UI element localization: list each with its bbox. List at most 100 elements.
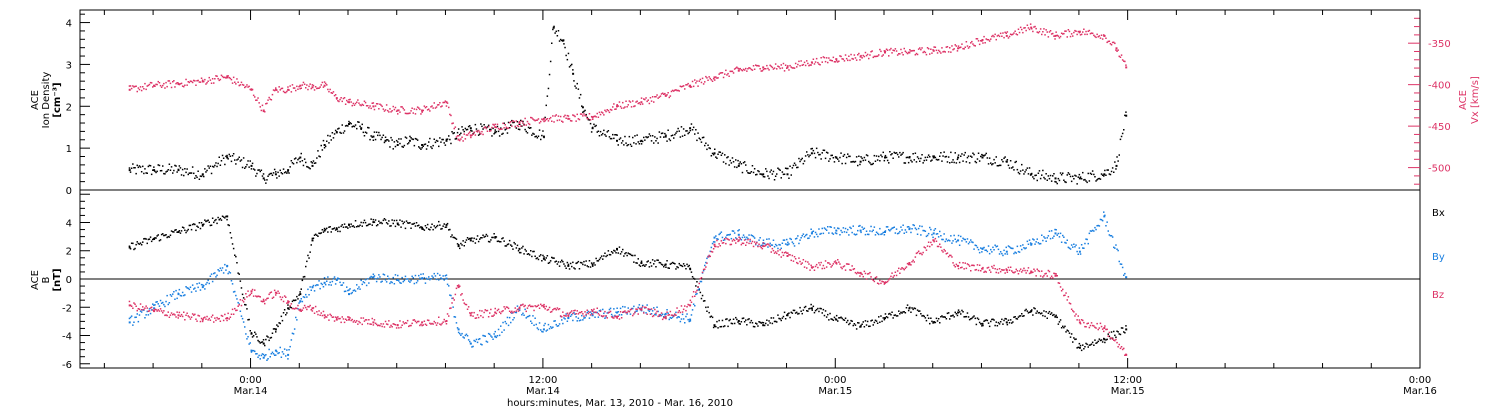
ion-density-series-point (456, 131, 459, 134)
ion-density-series-point (974, 160, 976, 163)
ion-density-series-point (627, 144, 629, 146)
bz-series-point (480, 315, 482, 317)
bx-series-point (218, 219, 220, 221)
ion-density-series-point (421, 146, 423, 149)
ion-density-series-point (941, 160, 943, 162)
ion-density-series-point (724, 154, 726, 156)
velocity-series-point (237, 81, 239, 83)
ion-density-series-point (186, 168, 188, 170)
by-series-point (1100, 219, 1103, 221)
bx-series-point (430, 226, 432, 229)
ion-density-series-point (596, 131, 598, 133)
bx-series-point (147, 238, 150, 241)
bx-series-point (1007, 319, 1010, 321)
velocity-series-point (618, 101, 621, 103)
by-series-point (824, 228, 827, 230)
bz-series-point (201, 318, 204, 321)
velocity-series-point (372, 105, 375, 108)
velocity-series-point (595, 116, 597, 118)
bz-series-point (976, 264, 979, 266)
bx-series-point (372, 221, 375, 224)
bx-series-point (328, 226, 330, 228)
ion-density-series-point (685, 130, 687, 132)
by-series-point (429, 278, 431, 281)
ion-density-series-point (361, 123, 363, 126)
ion-density-series-point (385, 139, 388, 141)
by-series-point (1018, 251, 1021, 253)
velocity-series-point (211, 78, 214, 80)
by-series-point (145, 314, 147, 316)
bz-series-point (1042, 276, 1044, 278)
velocity-series-point (707, 79, 709, 81)
bx-series-point (983, 320, 985, 322)
ion-density-series-point (146, 172, 148, 174)
ion-density-series-point (772, 170, 775, 173)
by-series-point (254, 350, 256, 353)
by-series-point (1009, 247, 1012, 249)
by-series-point (937, 236, 940, 238)
bx-series-point (603, 255, 605, 257)
velocity-series-point (445, 101, 448, 104)
ion-density-series-point (815, 147, 818, 150)
bx-series-point (1107, 333, 1109, 335)
ion-density-series-point (813, 152, 816, 155)
bz-series-point (227, 312, 229, 315)
velocity-series-point (647, 99, 649, 101)
bx-series-point (249, 330, 251, 332)
velocity-series-point (657, 97, 659, 99)
ion-density-series-point (894, 152, 897, 154)
ion-density-series-point (865, 154, 868, 156)
velocity-series-point (835, 58, 838, 61)
bz-series-point (473, 311, 475, 314)
velocity-series-point (169, 82, 172, 85)
velocity-series-point (859, 59, 861, 61)
by-series-point (781, 242, 784, 244)
bx-series-point (1120, 327, 1123, 329)
ion-density-series-point (832, 157, 835, 159)
velocity-series-point (880, 50, 882, 53)
by-series-point (232, 291, 235, 293)
bz-series-point (1123, 347, 1125, 350)
velocity-series-point (822, 56, 825, 58)
bx-series-point (992, 318, 994, 320)
by-series-point (663, 316, 665, 318)
velocity-series-point (1050, 33, 1053, 35)
ion-density-series-point (773, 179, 776, 181)
bz-series-point (255, 295, 257, 297)
bx-series-point (199, 227, 202, 230)
by-series-point (147, 314, 150, 316)
bz-series-point (261, 300, 264, 303)
ion-density-series-point (1018, 173, 1021, 175)
velocity-series-point (981, 39, 984, 41)
bz-series-point (134, 303, 136, 305)
velocity-series-point (348, 99, 350, 101)
ion-density-series-point (720, 154, 723, 156)
velocity-series-point (1072, 35, 1074, 37)
bx-series-point (641, 264, 644, 267)
velocity-series-point (204, 78, 206, 81)
bx-series-point (970, 318, 972, 320)
by-series-point (273, 354, 276, 356)
velocity-series-point (899, 53, 901, 55)
by-series-point (296, 319, 298, 321)
by-series-point (864, 233, 867, 236)
velocity-series-point (396, 109, 399, 112)
velocity-series-point (462, 140, 464, 142)
bx-series-point (500, 241, 502, 243)
ion-density-series-point (424, 143, 427, 145)
bz-series-point (847, 263, 849, 265)
by-series-point (596, 311, 598, 314)
ion-density-series-point (680, 126, 683, 128)
bx-series-point (783, 311, 786, 314)
velocity-series-point (767, 67, 769, 70)
ion-density-series-point (337, 128, 339, 130)
bz-series-point (971, 264, 973, 267)
bx-series-point (566, 261, 569, 264)
bz-series-point (861, 273, 863, 276)
ion-density-series-point (579, 93, 582, 96)
ion-density-series-point (271, 174, 274, 176)
velocity-series-point (799, 65, 801, 67)
bz-series-point (706, 262, 708, 264)
bx-series-point (731, 322, 734, 325)
velocity-series-point (944, 51, 946, 53)
